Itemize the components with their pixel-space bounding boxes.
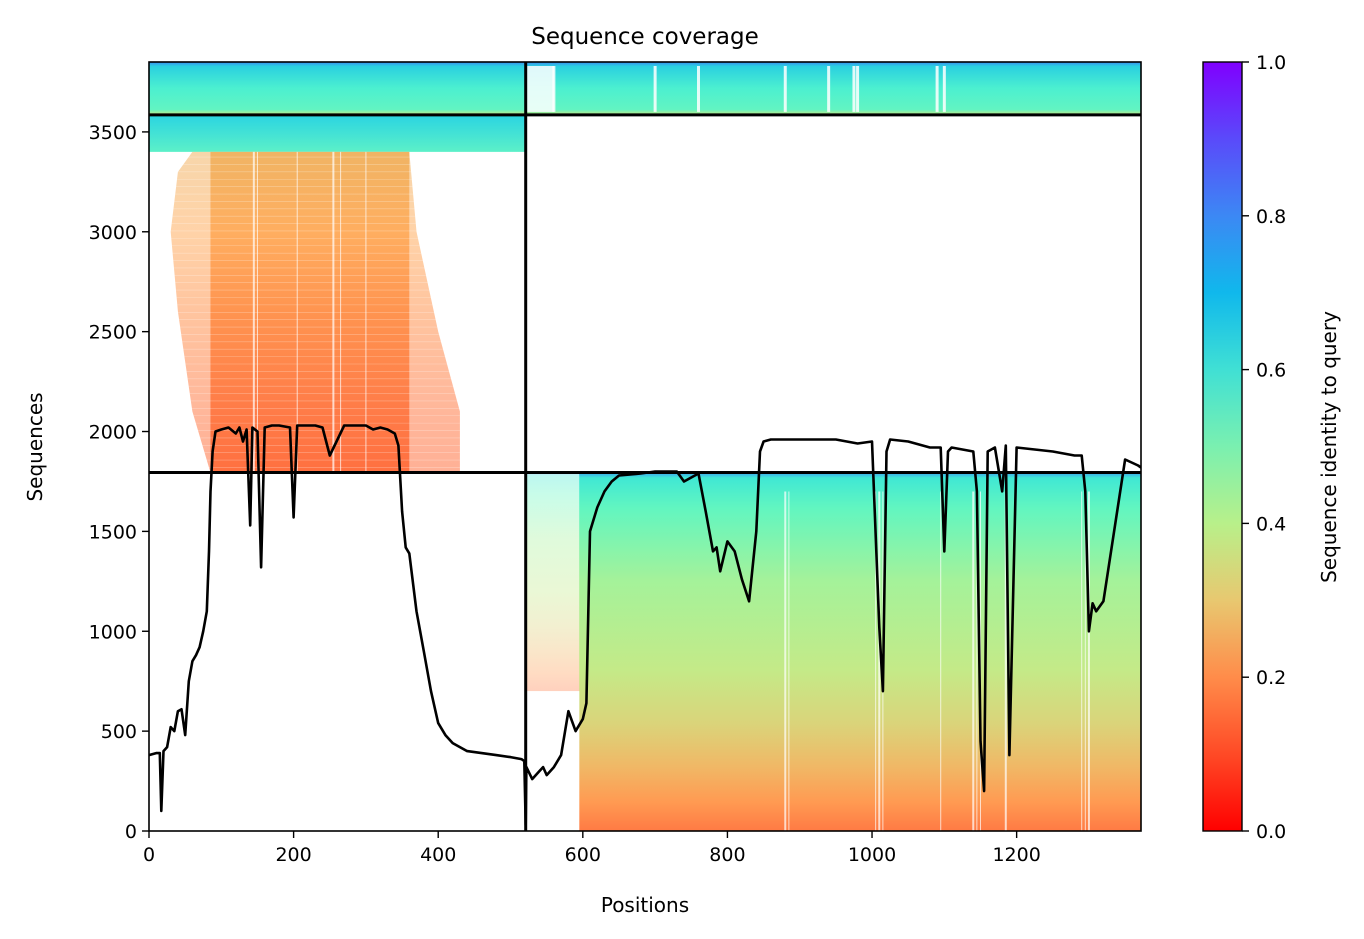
colorbar-tick-label: 0.8 — [1256, 206, 1286, 228]
colorbar-tick-label: 0.0 — [1256, 821, 1286, 843]
colorbar-tick-label: 1.0 — [1256, 52, 1286, 74]
y-tick-label: 3500 — [89, 122, 137, 144]
colorbar-label: Sequence identity to query — [1317, 311, 1341, 583]
y-tick-label: 3000 — [89, 222, 137, 244]
y-tick-label: 1500 — [89, 521, 137, 543]
coverage-line — [149, 424, 1141, 827]
x-tick-label: 200 — [275, 844, 311, 866]
chart-title: Sequence coverage — [531, 24, 759, 50]
coverage-gap-top-right — [525, 65, 554, 112]
colorbar-ticks: 0.0 0.2 0.4 0.6 0.8 1.0 — [1242, 52, 1286, 843]
x-tick-label: 800 — [709, 844, 745, 866]
y-axis-ticks: 0 500 1000 1500 2000 2500 3000 3500 — [89, 122, 149, 843]
y-tick-label: 0 — [125, 821, 137, 843]
colorbar-tick-label: 0.4 — [1256, 513, 1286, 535]
colorbar-gradient — [1202, 61, 1243, 832]
colorbar: 0.0 0.2 0.4 0.6 0.8 1.0 Sequence identity to … — [1202, 52, 1341, 843]
y-axis-label: Sequences — [23, 392, 47, 501]
y-tick-label: 1000 — [89, 621, 137, 643]
x-tick-label: 1000 — [848, 844, 896, 866]
x-axis-label: Positions — [601, 893, 689, 917]
x-tick-label: 600 — [565, 844, 601, 866]
y-tick-label: 500 — [101, 721, 137, 743]
block-dividers — [149, 62, 1141, 831]
plot-area — [149, 62, 1141, 831]
coverage-blocks — [149, 62, 1141, 831]
x-tick-label: 1200 — [992, 844, 1040, 866]
coverage-block-lower-right-mid-identity — [579, 472, 1141, 831]
coverage-block-upper-left-high-identity — [149, 62, 526, 115]
coverage-block-left-mid-high-identity — [149, 114, 526, 152]
x-tick-label: 400 — [420, 844, 456, 866]
coverage-block-core-left-low-identity — [210, 151, 410, 473]
x-axis-ticks: 0 200 400 600 800 1000 1200 — [143, 831, 1041, 866]
x-tick-label: 0 — [143, 844, 155, 866]
y-tick-label: 2500 — [89, 322, 137, 344]
coverage-gap-lower-left — [525, 691, 580, 831]
colorbar-tick-label: 0.6 — [1256, 360, 1286, 382]
y-tick-label: 2000 — [89, 422, 137, 444]
coverage-block-upper-right-high-identity — [525, 62, 1141, 115]
plot-frame — [148, 61, 1142, 832]
colorbar-tick-label: 0.2 — [1256, 667, 1286, 689]
